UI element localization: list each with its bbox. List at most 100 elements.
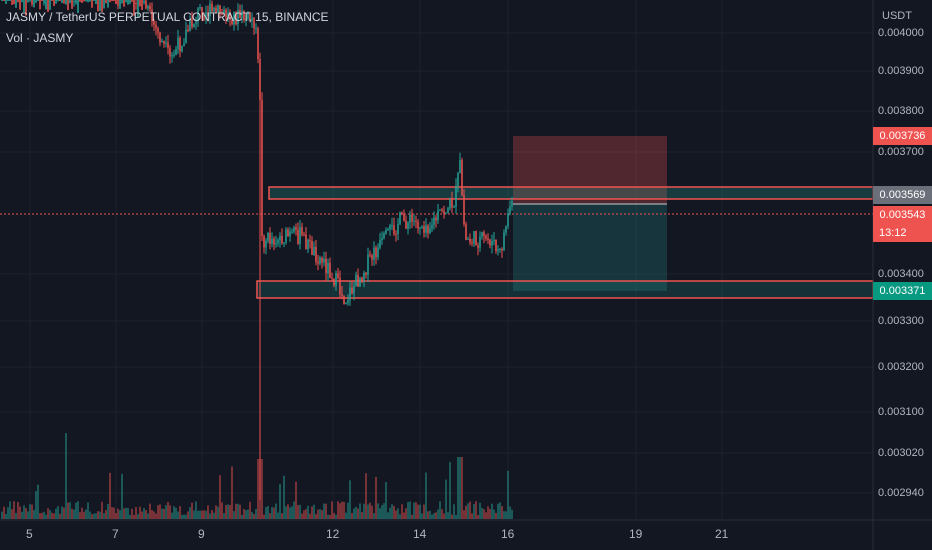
- volume-bar: [39, 513, 41, 519]
- volume-bar: [439, 501, 441, 519]
- volume-bar: [263, 514, 265, 519]
- volume-bar: [349, 480, 351, 519]
- volume-bar: [173, 506, 175, 519]
- volume-bar: [445, 479, 447, 519]
- candle-body: [69, 0, 71, 4]
- candle-body: [417, 221, 419, 229]
- candle-body: [419, 227, 421, 229]
- volume-bar: [455, 514, 457, 519]
- volume-bar: [249, 501, 251, 519]
- volume-indicator-label[interactable]: Vol · JASMY: [6, 31, 74, 45]
- candle-body: [361, 277, 363, 281]
- volume-bar: [231, 466, 233, 519]
- volume-bar: [389, 507, 391, 519]
- volume-bar: [259, 459, 261, 519]
- candle-body: [383, 233, 385, 239]
- volume-bar: [347, 502, 349, 519]
- candle-body: [273, 238, 275, 245]
- volume-bar: [161, 508, 163, 519]
- volume-bar: [465, 505, 467, 519]
- candle-body: [169, 48, 171, 57]
- candle-body: [33, 0, 35, 8]
- candle-body: [393, 225, 395, 234]
- candle-body: [195, 21, 197, 24]
- candle-body: [327, 262, 329, 274]
- volume-bar: [505, 511, 507, 519]
- candle-body: [49, 0, 51, 10]
- time-tick: 7: [112, 527, 119, 541]
- volume-bar: [81, 507, 83, 519]
- candle-body: [165, 42, 167, 44]
- volume-bar: [191, 502, 193, 519]
- volume-bar: [233, 511, 235, 519]
- candle-body: [245, 19, 247, 21]
- volume-bar: [501, 505, 503, 519]
- candle-body: [331, 277, 333, 279]
- volume-bar: [353, 508, 355, 519]
- candle-body: [371, 255, 373, 260]
- resistance-box[interactable]: [268, 186, 874, 200]
- volume-bar: [475, 501, 477, 519]
- volume-bar: [119, 510, 121, 519]
- candle-body: [347, 299, 349, 303]
- volume-bar: [5, 513, 7, 519]
- volume-bar: [211, 509, 213, 519]
- volume-bar: [145, 510, 147, 519]
- candle-body: [117, 0, 119, 6]
- price-tick: 0.003100: [878, 406, 924, 418]
- volume-bar: [485, 512, 487, 519]
- candle-body: [29, 0, 31, 2]
- volume-bar: [9, 501, 11, 519]
- volume-bar: [411, 514, 413, 519]
- stop-loss-zone[interactable]: [513, 136, 667, 204]
- candle-body: [499, 248, 501, 250]
- candle-body: [201, 7, 203, 19]
- volume-bar: [473, 503, 475, 519]
- volume-bar: [463, 510, 465, 519]
- candle-body: [9, 0, 11, 1]
- candle-body: [67, 0, 69, 11]
- candle-body: [395, 233, 397, 235]
- volume-bar: [277, 512, 279, 519]
- take-profit-zone[interactable]: [513, 204, 667, 291]
- volume-bar: [355, 506, 357, 519]
- candle-body: [407, 222, 409, 229]
- volume-bar: [409, 501, 411, 519]
- candle-body: [61, 0, 63, 4]
- candle-body: [473, 231, 475, 244]
- volume-bar: [125, 507, 127, 519]
- candle-body: [217, 5, 219, 13]
- candle-body: [173, 54, 175, 56]
- candle-body: [3, 0, 5, 1]
- volume-bar: [27, 511, 29, 519]
- price-tick: 0.002940: [878, 487, 924, 499]
- candle-body: [85, 0, 87, 2]
- candle-body: [427, 225, 429, 234]
- volume-bar: [97, 511, 99, 519]
- entry-price-tag[interactable]: 0.003569: [873, 186, 932, 204]
- volume-bar: [207, 505, 209, 519]
- candle-body: [357, 274, 359, 287]
- candle-body: [153, 21, 155, 25]
- stop-price-tag[interactable]: 0.003736: [873, 127, 932, 145]
- target-price-tag[interactable]: 0.003371: [873, 282, 932, 300]
- candle-body: [451, 199, 453, 208]
- candlestick-series: [1, 0, 513, 500]
- price-tick: 0.003400: [878, 268, 924, 280]
- candle-body: [159, 32, 161, 43]
- candle-body: [73, 1, 75, 3]
- volume-bar: [363, 503, 365, 519]
- candle-body: [11, 0, 13, 5]
- currency-label[interactable]: USDT: [882, 10, 912, 22]
- candle-body: [219, 5, 221, 14]
- candle-body: [199, 7, 201, 9]
- volume-bar: [489, 508, 491, 519]
- volume-bar: [491, 503, 493, 519]
- volume-bar: [337, 501, 339, 519]
- volume-bar: [163, 508, 165, 519]
- candle-body: [439, 209, 441, 211]
- volume-bar: [139, 506, 141, 519]
- volume-bar: [297, 505, 299, 519]
- candle-body: [457, 173, 459, 186]
